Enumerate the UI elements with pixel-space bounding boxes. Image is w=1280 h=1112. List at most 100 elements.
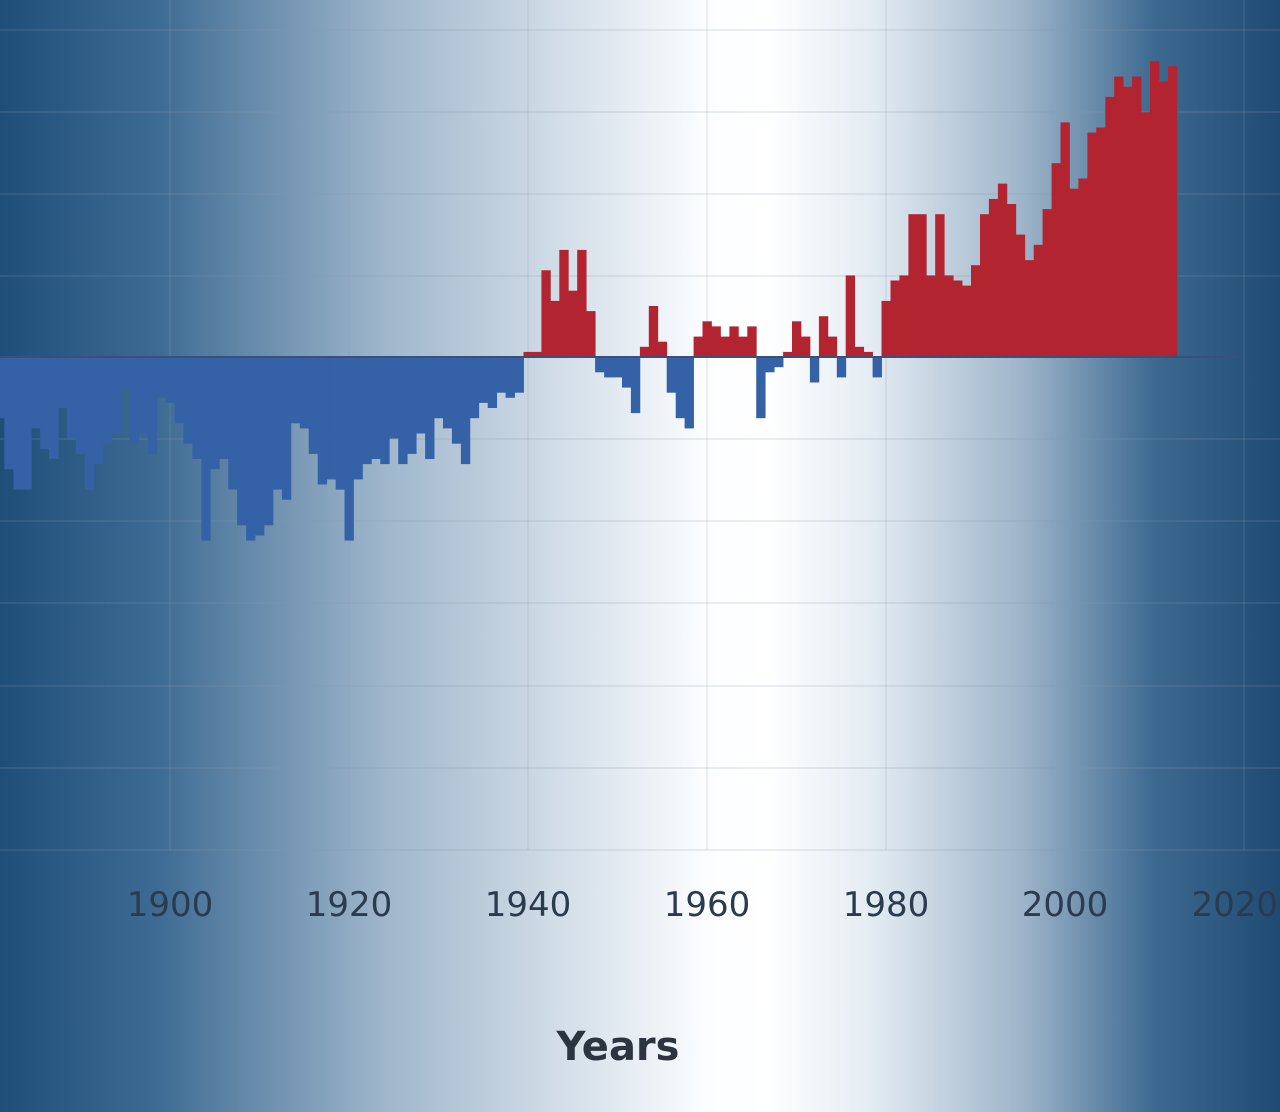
bar-1909 (246, 357, 256, 541)
bar-1977 (854, 346, 865, 357)
bar-1948 (595, 357, 605, 373)
bar-1928 (416, 357, 426, 434)
bar-1958 (684, 357, 694, 429)
bar-1942 (541, 270, 551, 357)
bar-2008 (1132, 76, 1142, 357)
bar-1954 (648, 306, 659, 357)
bar-1965 (747, 326, 757, 357)
bar-1913 (281, 357, 292, 500)
bar-1896 (129, 357, 140, 444)
bar-1884 (22, 357, 32, 490)
bar-2006 (1114, 76, 1124, 357)
bar-1997 (1033, 244, 1044, 357)
bar-1971 (801, 336, 811, 357)
bar-1978 (863, 351, 873, 357)
bar-1923 (371, 357, 381, 459)
bar-1994 (1006, 204, 1017, 357)
bar-1998 (1042, 209, 1052, 357)
bar-1902 (183, 357, 193, 444)
bar-1936 (487, 357, 498, 408)
bar-1893 (102, 357, 113, 444)
bar-1985 (926, 275, 936, 357)
bar-1934 (469, 357, 480, 419)
bar-1929 (425, 357, 435, 459)
bar-1992 (988, 198, 999, 357)
bar-1988 (953, 280, 963, 357)
bar-1914 (290, 357, 301, 424)
x-tick-label-1920: 1920 (306, 885, 393, 925)
bar-1969 (783, 351, 793, 357)
bar-1986 (935, 214, 945, 357)
bar-1890 (76, 357, 86, 454)
bar-1895 (120, 357, 131, 388)
x-tick-label-1940: 1940 (485, 885, 572, 925)
bar-2005 (1105, 96, 1115, 358)
bar-1901 (174, 357, 184, 424)
x-tick-label-1960: 1960 (664, 885, 751, 925)
bar-1918 (326, 357, 336, 480)
bar-1882 (4, 357, 14, 470)
bar-1974 (827, 336, 838, 357)
bar-2004 (1096, 127, 1106, 357)
x-tick-label-1980: 1980 (843, 885, 930, 925)
bar-2000 (1060, 122, 1070, 358)
bar-1990 (971, 265, 981, 357)
bar-1991 (980, 214, 990, 357)
bar-1981 (890, 280, 900, 357)
bar-1962 (720, 336, 730, 357)
gridlines (0, 0, 1280, 851)
bar-1983 (908, 214, 918, 357)
bar-1966 (756, 357, 766, 419)
bar-1970 (792, 321, 802, 357)
bar-1904 (201, 357, 211, 541)
bar-1933 (460, 357, 471, 465)
bar-2007 (1123, 86, 1133, 357)
bar-1897 (138, 357, 149, 434)
x-axis-ticks: 1900 1920 1940 1960 1980 2000 2020 (127, 885, 1278, 925)
bar-1964 (738, 336, 748, 357)
bar-2011 (1159, 81, 1169, 357)
bar-1959 (693, 336, 703, 357)
bar-1907 (228, 357, 238, 490)
bar-1910 (255, 357, 265, 536)
bar-1905 (210, 357, 220, 470)
bar-1921 (353, 357, 363, 480)
bar-1987 (944, 275, 954, 357)
bar-1920 (344, 357, 354, 541)
bar-1915 (299, 357, 310, 429)
bar-1930 (434, 357, 444, 419)
bar-1953 (639, 346, 650, 357)
bar-1935 (478, 357, 489, 403)
bar-1889 (67, 357, 77, 439)
bar-1886 (40, 357, 50, 449)
bar-1979 (872, 357, 882, 378)
bar-1911 (264, 357, 274, 526)
bar-1975 (836, 357, 847, 378)
bar-2010 (1150, 61, 1160, 357)
x-axis-label: Years (556, 1024, 680, 1070)
bar-2002 (1078, 178, 1088, 357)
bar-1898 (147, 357, 157, 454)
bar-1900 (165, 357, 175, 403)
bar-2012 (1167, 66, 1178, 358)
bar-1906 (219, 357, 229, 459)
bar-1894 (111, 357, 122, 434)
bar-1995 (1015, 234, 1026, 357)
bar-1937 (496, 357, 507, 393)
bar-series (0, 61, 1178, 541)
bar-1926 (398, 357, 408, 465)
bar-1943 (550, 300, 560, 357)
bar-1908 (237, 357, 247, 526)
bar-1950 (613, 357, 623, 378)
bar-1947 (586, 311, 596, 357)
bar-1976 (845, 275, 856, 357)
bar-1927 (407, 357, 417, 454)
bar-1922 (362, 357, 372, 465)
bar-1999 (1051, 163, 1061, 357)
bar-1963 (729, 326, 739, 357)
bar-1941 (532, 351, 542, 357)
bar-1957 (675, 357, 686, 419)
bar-1973 (818, 316, 829, 357)
